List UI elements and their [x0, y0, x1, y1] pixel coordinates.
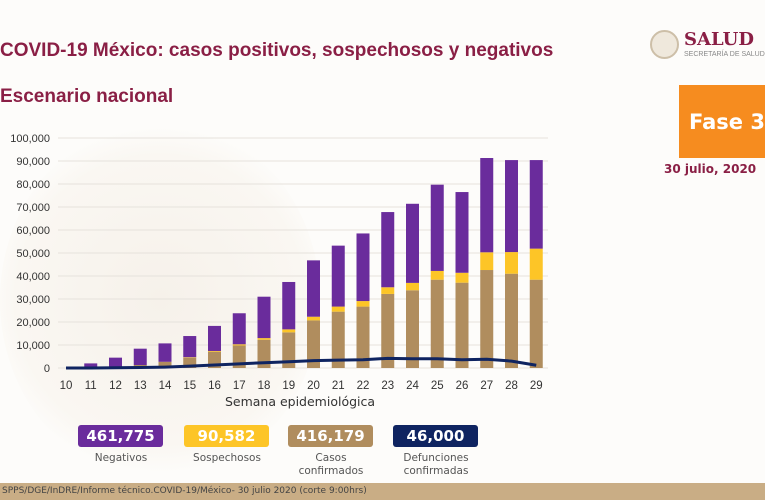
- y-tick-label: 20,000: [16, 317, 50, 329]
- bar-negativos: [232, 313, 246, 345]
- bar-sospechosos: [406, 282, 419, 291]
- x-tick-label: 26: [456, 380, 469, 392]
- total-label: Casos confirmados: [298, 452, 364, 477]
- bar-casos-confirmados: [356, 306, 370, 368]
- x-tick-label: 23: [381, 380, 394, 392]
- bar-sospechosos: [455, 272, 469, 283]
- total-label: Sospechosos: [193, 452, 261, 464]
- bar-casos-confirmados: [381, 293, 395, 368]
- bar-casos-confirmados: [505, 273, 518, 368]
- bar-sospechosos: [307, 316, 320, 321]
- bar-negativos: [208, 325, 221, 351]
- bar-sospechosos: [529, 248, 543, 280]
- x-tick-label: 11: [85, 380, 97, 392]
- bar-sospechosos: [208, 350, 221, 352]
- bar-negativos: [109, 357, 122, 367]
- bar-negativos: [455, 192, 469, 273]
- stacked-bar-chart: 0 10,000 20,000 30,000 40,000 50,000 60,000 70,…: [10, 133, 548, 409]
- bar-sospechosos: [356, 301, 370, 307]
- bar-casos-confirmados: [307, 320, 320, 368]
- bar-casos-confirmados: [455, 282, 469, 368]
- total-label: Negativos: [94, 452, 148, 464]
- bar-sospechosos: [430, 270, 444, 280]
- bar-casos-confirmados: [158, 361, 172, 368]
- page-subtitle: Escenario nacional: [0, 86, 174, 107]
- bar-casos-confirmados: [257, 339, 271, 368]
- x-tick-label: 19: [282, 380, 295, 392]
- bar-negativos: [406, 203, 419, 283]
- y-tick-label: 10,000: [16, 340, 50, 352]
- logo-text: SALUD: [684, 29, 754, 50]
- x-tick-label: 16: [208, 380, 221, 392]
- x-tick-label: 20: [307, 380, 320, 392]
- y-tick-label: 90,000: [16, 156, 50, 168]
- phase-badge: Fase 3: [679, 85, 765, 158]
- line-defunciones: [66, 356, 537, 370]
- bar-sospechosos: [232, 344, 246, 346]
- bar-casos-confirmados: [480, 270, 494, 368]
- total-badge: 416,179: [288, 425, 373, 447]
- x-tick-label: 22: [357, 380, 370, 392]
- page-title: COVID-19 México: casos positivos, sospec…: [0, 40, 554, 61]
- bar-sospechosos: [505, 252, 518, 274]
- bar-sospechosos: [381, 287, 395, 294]
- bar-casos-confirmados: [331, 311, 345, 368]
- logo-subtext: SECRETARÍA DE SALUD: [684, 51, 765, 58]
- bar-negativos: [158, 343, 172, 362]
- bar-casos-confirmados: [282, 332, 296, 368]
- bar-casos-confirmados: [183, 357, 197, 368]
- x-tick-label: 18: [258, 380, 271, 392]
- bar-negativos: [183, 336, 197, 358]
- bar-sospechosos: [331, 306, 345, 312]
- y-tick-label: 30,000: [16, 294, 50, 306]
- bar-negativos: [331, 245, 345, 307]
- bar-negativos: [282, 281, 296, 330]
- x-tick-label: 24: [406, 380, 419, 392]
- x-tick-label: 12: [109, 380, 122, 392]
- y-tick-label: 70,000: [16, 202, 50, 214]
- x-tick-label: 10: [60, 380, 73, 392]
- salud-logo: SALUD SECRETARÍA DE SALUD: [650, 30, 765, 59]
- bar-casos-confirmados: [406, 290, 419, 368]
- x-tick-label: 17: [233, 380, 246, 392]
- bar-negativos: [257, 296, 271, 339]
- bar-sospechosos: [282, 329, 296, 333]
- bar-casos-confirmados: [529, 279, 543, 368]
- total-badge: 90,582: [184, 425, 269, 447]
- y-tick-label: 100,000: [10, 133, 50, 145]
- bar-negativos: [84, 363, 98, 368]
- bar-negativos: [505, 160, 518, 253]
- x-tick-label: 15: [183, 380, 196, 392]
- footer-source: SPPS/DGE/InDRE/Informe técnico.COVID-19/…: [0, 483, 765, 500]
- x-tick-label: 25: [431, 380, 444, 392]
- x-tick-label: 27: [480, 380, 493, 392]
- x-tick-label: 14: [159, 380, 172, 392]
- x-axis-label: Semana epidemiológica: [225, 394, 375, 409]
- bar-casos-confirmados: [430, 279, 444, 368]
- seal-icon: [650, 30, 679, 59]
- total-label: Defunciones confirmadas: [403, 452, 469, 477]
- y-tick-label: 40,000: [16, 271, 50, 283]
- bar-negativos: [480, 158, 494, 253]
- bar-sospechosos: [480, 252, 494, 271]
- y-tick-label: 60,000: [16, 225, 50, 237]
- bar-negativos: [356, 233, 370, 302]
- bar-negativos: [133, 348, 147, 366]
- y-tick-label: 0: [44, 363, 50, 375]
- report-date: 30 julio, 2020: [664, 162, 757, 176]
- x-tick-label: 29: [530, 380, 543, 392]
- x-tick-label: 21: [332, 380, 345, 392]
- total-badge: 46,000: [393, 425, 478, 447]
- bar-sospechosos: [257, 338, 271, 340]
- bar-negativos: [529, 160, 543, 249]
- x-tick-label: 28: [505, 380, 518, 392]
- x-tick-label: 13: [134, 380, 147, 392]
- y-tick-label: 80,000: [16, 179, 50, 191]
- total-badge: 461,775: [78, 425, 163, 447]
- bar-negativos: [307, 260, 320, 317]
- y-tick-label: 50,000: [16, 248, 50, 260]
- bar-negativos: [430, 184, 444, 271]
- bar-negativos: [381, 212, 395, 288]
